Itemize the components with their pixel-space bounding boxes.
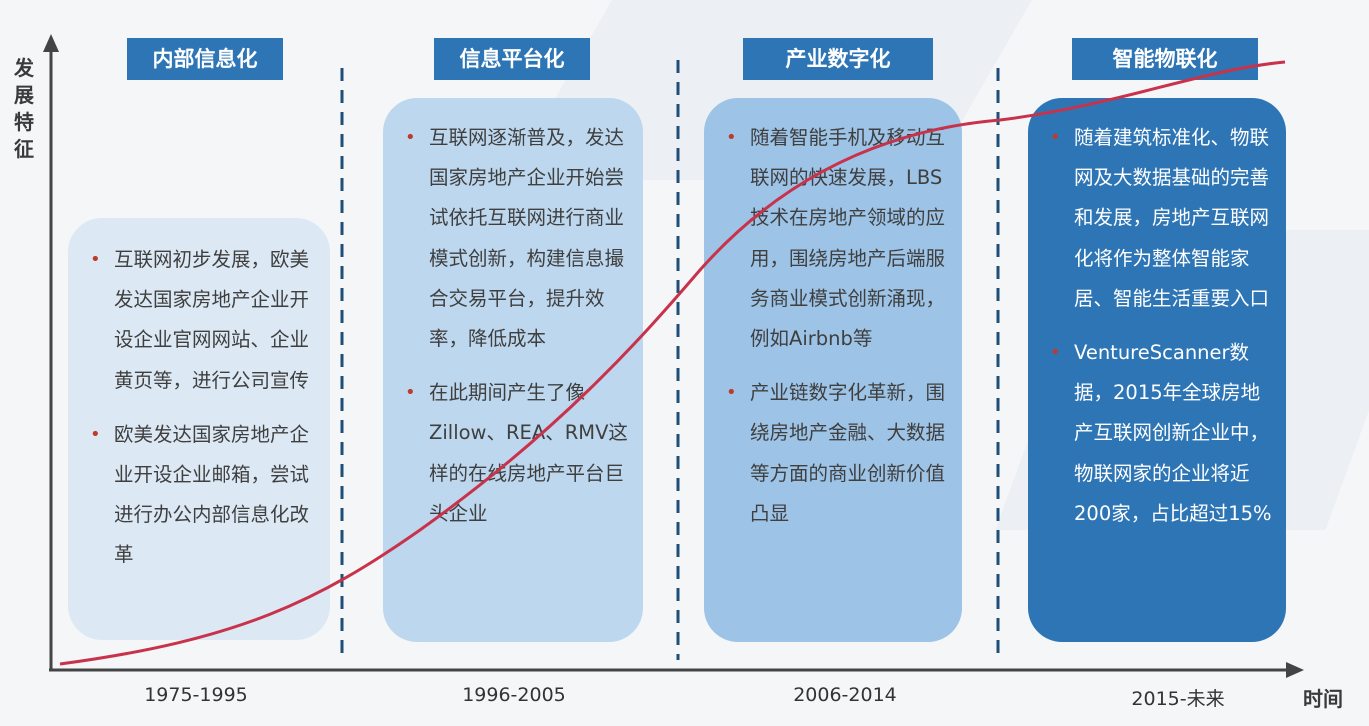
stage-description-box: 随着智能手机及移动互联网的快速发展，LBS技术在房地产领域的应用，围绕房地产后端… [704,98,962,642]
y-axis-arrow [43,34,59,52]
period-label: 1996-2005 [462,684,566,706]
period-label: 2015-未来 [1131,688,1225,710]
period-label: 1975-1995 [144,684,248,706]
stage-title: 智能物联化 [1072,38,1258,80]
bullet-point: 在此期间产生了像Zillow、REA、RMV这样的在线房地产平台巨头企业 [395,373,629,534]
bullet-point: 互联网逐渐普及，发达国家房地产企业开始尝试依托互联网进行商业模式创新，构建信息撮… [395,118,629,359]
x-axis-label: 时间 [1303,687,1343,711]
stage-title: 信息平台化 [434,38,590,80]
stage-description-box: 互联网逐渐普及，发达国家房地产企业开始尝试依托互联网进行商业模式创新，构建信息撮… [383,98,643,642]
stage-title: 内部信息化 [127,38,283,80]
period-label: 2006-2014 [793,684,897,706]
bullet-point: 随着建筑标准化、物联网及大数据基础的完善和发展，房地产互联网化将作为整体智能家居… [1040,118,1272,319]
bullet-point: VentureScanner数据，2015年全球房地产互联网创新企业中，物联网家… [1040,333,1272,534]
stage-description-box: 随着建筑标准化、物联网及大数据基础的完善和发展，房地产互联网化将作为整体智能家居… [1028,98,1286,642]
stage-title: 产业数字化 [743,38,933,80]
stage-description-box: 互联网初步发展，欧美发达国家房地产企业开设企业官网网站、企业黄页等，进行公司宣传… [68,218,330,640]
bullet-point: 产业链数字化革新，围绕房地产金融、大数据等方面的商业创新价值凸显 [716,373,948,534]
x-axis-arrow [1286,662,1304,678]
bullet-point: 互联网初步发展，欧美发达国家房地产企业开设企业官网网站、企业黄页等，进行公司宣传 [80,240,316,401]
bullet-point: 欧美发达国家房地产企业开设企业邮箱，尝试进行办公内部信息化改革 [80,415,316,576]
bullet-point: 随着智能手机及移动互联网的快速发展，LBS技术在房地产领域的应用，围绕房地产后端… [716,118,948,359]
y-axis-label: 发展特征 [14,56,34,161]
